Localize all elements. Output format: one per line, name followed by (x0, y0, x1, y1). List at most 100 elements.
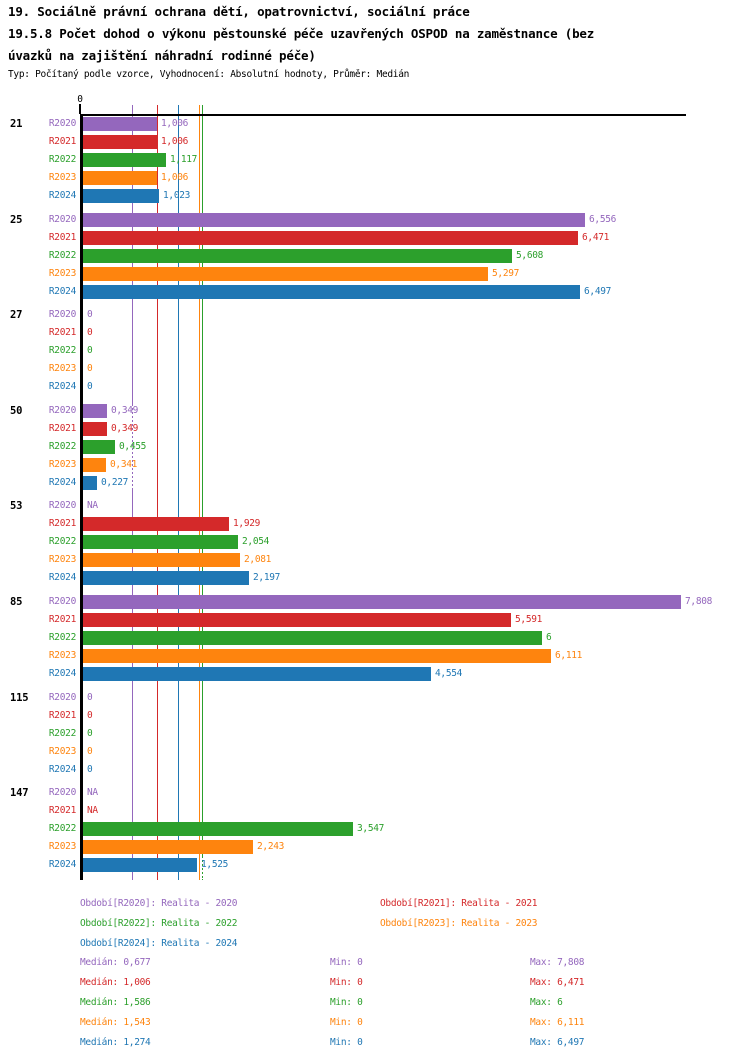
row-label-27-R2022: R2022 (48, 345, 76, 356)
row-label-25-R2024: R2024 (48, 286, 76, 297)
value-label-25-R2021: 6,471 (582, 232, 610, 243)
bar-25-R2020[interactable] (83, 213, 585, 227)
value-label-115-R2024: 0 (87, 764, 93, 775)
bar-21-R2020[interactable] (83, 117, 157, 131)
report-title-line-1: 19. Sociálně právní ochrana dětí, opatro… (8, 4, 470, 19)
bar-85-R2023[interactable] (83, 649, 551, 663)
median-line-R2022 (202, 105, 203, 880)
row-label-147-R2023: R2023 (48, 841, 76, 852)
bar-53-R2021[interactable] (83, 517, 229, 531)
stat-max-R2021: Max: 6,471 (530, 977, 585, 988)
legend-item-R2022[interactable]: Období[R2022]: Realita - 2022 (80, 918, 238, 929)
row-label-85-R2023: R2023 (48, 650, 76, 661)
row-label-53-R2020: R2020 (48, 500, 76, 511)
value-label-85-R2022: 6 (546, 632, 552, 643)
bar-53-R2023[interactable] (83, 553, 240, 567)
stat-max-R2020: Max: 7,808 (530, 957, 585, 968)
row-label-25-R2021: R2021 (48, 232, 76, 243)
legend-item-R2023[interactable]: Období[R2023]: Realita - 2023 (380, 918, 538, 929)
bar-85-R2021[interactable] (83, 613, 511, 627)
value-label-115-R2020: 0 (87, 692, 93, 703)
bar-25-R2023[interactable] (83, 267, 488, 281)
stat-min-R2023: Min: 0 (330, 1017, 363, 1028)
value-label-50-R2020: 0,349 (111, 405, 139, 416)
row-label-85-R2021: R2021 (48, 614, 76, 625)
bar-50-R2024[interactable] (83, 476, 97, 490)
row-label-115-R2024: R2024 (48, 764, 76, 775)
bar-25-R2022[interactable] (83, 249, 512, 263)
bar-53-R2022[interactable] (83, 535, 238, 549)
row-label-50-R2024: R2024 (48, 477, 76, 488)
value-label-25-R2022: 5,608 (516, 250, 544, 261)
value-label-147-R2024: 1,525 (201, 859, 229, 870)
stat-min-R2021: Min: 0 (330, 977, 363, 988)
legend-item-R2020[interactable]: Období[R2020]: Realita - 2020 (80, 898, 238, 909)
row-label-27-R2024: R2024 (48, 381, 76, 392)
value-label-21-R2023: 1,006 (161, 172, 189, 183)
bar-50-R2020[interactable] (83, 404, 107, 418)
value-label-50-R2022: 0,455 (119, 441, 147, 452)
group-id-label: 25 (10, 214, 23, 226)
value-label-115-R2023: 0 (87, 746, 93, 757)
value-label-27-R2023: 0 (87, 363, 93, 374)
bar-53-R2024[interactable] (83, 571, 249, 585)
bar-25-R2024[interactable] (83, 285, 580, 299)
row-label-21-R2020: R2020 (48, 118, 76, 129)
row-label-25-R2023: R2023 (48, 268, 76, 279)
stat-min-R2024: Min: 0 (330, 1037, 363, 1048)
axis-line (80, 114, 686, 116)
report-meta-line: Typ: Počítaný podle vzorce, Vyhodnocení:… (8, 69, 410, 80)
bar-85-R2024[interactable] (83, 667, 431, 681)
bar-21-R2024[interactable] (83, 189, 159, 203)
row-label-85-R2020: R2020 (48, 596, 76, 607)
bar-21-R2023[interactable] (83, 171, 157, 185)
stat-min-R2020: Min: 0 (330, 957, 363, 968)
bar-147-R2023[interactable] (83, 840, 253, 854)
value-label-53-R2021: 1,929 (233, 518, 261, 529)
row-label-50-R2021: R2021 (48, 423, 76, 434)
axis-spine (80, 114, 83, 880)
value-label-25-R2023: 5,297 (492, 268, 520, 279)
value-label-85-R2023: 6,111 (555, 650, 583, 661)
row-label-21-R2024: R2024 (48, 190, 76, 201)
bar-147-R2022[interactable] (83, 822, 353, 836)
median-line-dashed-segment-R2022-0 (202, 856, 203, 879)
row-label-21-R2021: R2021 (48, 136, 76, 147)
group-id-label: 50 (10, 405, 23, 417)
bar-50-R2021[interactable] (83, 422, 107, 436)
median-line-dashed-segment-R2020-0 (132, 404, 133, 490)
bar-21-R2022[interactable] (83, 153, 166, 167)
value-label-53-R2022: 2,054 (242, 536, 270, 547)
bar-50-R2022[interactable] (83, 440, 115, 454)
median-line-R2023 (199, 105, 200, 880)
group-id-label: 147 (10, 787, 29, 799)
row-label-27-R2023: R2023 (48, 363, 76, 374)
report-title-line-3: úvazků na zajištění náhradní rodinné péč… (8, 48, 316, 63)
group-id-label: 85 (10, 596, 23, 608)
row-label-115-R2020: R2020 (48, 692, 76, 703)
value-label-27-R2022: 0 (87, 345, 93, 356)
value-label-115-R2021: 0 (87, 710, 93, 721)
bar-25-R2021[interactable] (83, 231, 578, 245)
row-label-147-R2020: R2020 (48, 787, 76, 798)
row-label-50-R2023: R2023 (48, 459, 76, 470)
bar-85-R2020[interactable] (83, 595, 681, 609)
row-label-21-R2022: R2022 (48, 154, 76, 165)
bar-50-R2023[interactable] (83, 458, 106, 472)
row-label-27-R2021: R2021 (48, 327, 76, 338)
value-label-147-R2020: NA (87, 787, 98, 798)
bar-85-R2022[interactable] (83, 631, 542, 645)
legend-item-R2024[interactable]: Období[R2024]: Realita - 2024 (80, 938, 238, 949)
value-label-85-R2020: 7,808 (685, 596, 713, 607)
value-label-21-R2024: 1,023 (163, 190, 191, 201)
bar-147-R2024[interactable] (83, 858, 197, 872)
bar-21-R2021[interactable] (83, 135, 157, 149)
value-label-53-R2024: 2,197 (253, 572, 281, 583)
legend-item-R2021[interactable]: Období[R2021]: Realita - 2021 (380, 898, 538, 909)
value-label-21-R2021: 1,006 (161, 136, 189, 147)
value-label-115-R2022: 0 (87, 728, 93, 739)
value-label-27-R2021: 0 (87, 327, 93, 338)
value-label-21-R2022: 1,117 (170, 154, 198, 165)
row-label-115-R2022: R2022 (48, 728, 76, 739)
